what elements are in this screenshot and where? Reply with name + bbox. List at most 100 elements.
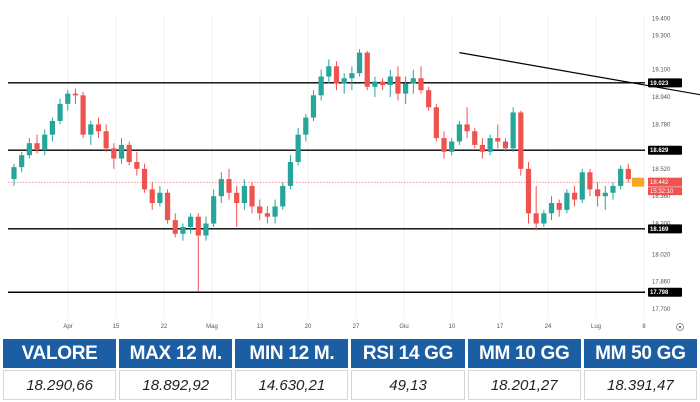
- candle: [257, 199, 263, 221]
- candle: [564, 189, 570, 214]
- candle: [195, 213, 201, 292]
- candle: [303, 114, 309, 142]
- candle: [241, 179, 247, 210]
- candle-body: [310, 95, 317, 118]
- candle-body: [441, 138, 447, 152]
- candle: [318, 69, 324, 101]
- candle: [134, 151, 140, 176]
- candle: [556, 199, 562, 217]
- candle: [587, 168, 593, 197]
- candle-body: [272, 206, 278, 217]
- candle: [426, 86, 432, 111]
- x-tick-label: 22: [161, 324, 168, 330]
- candle: [264, 206, 271, 224]
- candle: [418, 66, 424, 94]
- y-tick-label: 18.520: [652, 167, 671, 173]
- candle-body: [541, 213, 547, 224]
- candle: [510, 107, 516, 152]
- candle-body: [595, 189, 601, 197]
- chart-grid: [67, 15, 645, 318]
- candle-body: [226, 179, 232, 193]
- candle-body: [49, 120, 55, 135]
- stats-header-min-12m: MIN 12 M.: [235, 339, 349, 368]
- candle-body: [172, 220, 178, 234]
- level-badge-label: 19.023: [650, 81, 669, 87]
- candle: [126, 141, 132, 166]
- candle: [65, 90, 71, 111]
- candle: [141, 163, 148, 193]
- candle-body: [556, 203, 562, 210]
- level-badge-bg: [648, 78, 682, 88]
- trendline: [459, 52, 700, 96]
- candle-body: [410, 78, 416, 84]
- candle-body: [157, 192, 163, 204]
- candle-body: [287, 162, 294, 186]
- stats-table: VALORE MAX 12 M. MIN 12 M. RSI 14 GG MM …: [0, 337, 700, 402]
- x-tick-label: 8: [642, 324, 646, 330]
- y-tick-label: 19.400: [652, 16, 671, 22]
- candle-body: [571, 192, 578, 200]
- candle: [441, 131, 447, 159]
- candle: [410, 69, 416, 94]
- candle-body: [518, 112, 524, 169]
- candle-body: [564, 192, 570, 210]
- candle-body: [141, 168, 148, 190]
- candle-body: [333, 66, 340, 84]
- candle-body: [533, 213, 539, 224]
- x-tick-label: Mag: [206, 324, 218, 330]
- candle-body: [257, 206, 263, 214]
- level-badge: 19.023: [648, 78, 682, 88]
- y-tick-label: 19.300: [652, 34, 671, 40]
- candle-body: [118, 144, 125, 159]
- stats-value-valore: 18.290,66: [3, 370, 117, 400]
- level-badge-bg: [648, 287, 682, 297]
- candle: [249, 182, 255, 214]
- candle: [188, 213, 194, 234]
- candle-body: [426, 90, 432, 108]
- candle: [464, 107, 470, 139]
- candle-body: [395, 76, 401, 94]
- candle-body: [103, 131, 109, 149]
- candle-body: [372, 81, 378, 87]
- candle: [34, 134, 40, 154]
- candle-body: [472, 131, 478, 145]
- candle-body: [456, 124, 462, 142]
- current-time-label: 15:32:10: [650, 189, 674, 195]
- stats-value-min-12m: 14.630,21: [235, 370, 349, 400]
- chart-settings-icon[interactable]: [676, 323, 684, 331]
- candle: [518, 110, 524, 176]
- candle: [26, 138, 32, 159]
- y-axis: 19.400 19.300 19.100 18.940 18.780 18.629 18.5…: [648, 16, 682, 313]
- candle: [548, 196, 555, 221]
- stats-header-row: VALORE MAX 12 M. MIN 12 M. RSI 14 GG MM …: [3, 339, 697, 368]
- candle: [42, 129, 48, 156]
- candle-body: [195, 216, 201, 236]
- candle-body: [88, 124, 94, 135]
- candle-body: [587, 172, 593, 190]
- candle: [280, 182, 286, 210]
- candle: [449, 138, 455, 156]
- candle-body: [349, 73, 355, 79]
- candle: [602, 185, 608, 210]
- candle: [487, 134, 493, 156]
- candle-body: [249, 185, 255, 207]
- candle: [72, 88, 79, 104]
- candle: [180, 223, 186, 241]
- candle-body: [164, 192, 171, 221]
- current-price-tag: [632, 177, 644, 187]
- level-badge: 18.169: [648, 224, 682, 234]
- candle-body: [318, 76, 324, 96]
- candle: [495, 124, 501, 149]
- candle: [356, 49, 363, 77]
- candle-body: [34, 143, 40, 151]
- x-axis: Apr 15 22 Mag 13 20 27 Giu 10 17 24 Lug 8: [63, 324, 646, 330]
- candle-body: [326, 66, 332, 77]
- candle: [395, 66, 401, 101]
- candle: [456, 120, 462, 145]
- candle-body: [111, 148, 117, 159]
- candle-body: [149, 189, 155, 204]
- candle: [11, 163, 17, 186]
- x-tick-label: Giu: [399, 324, 408, 330]
- candle: [203, 216, 209, 241]
- candle: [364, 50, 370, 91]
